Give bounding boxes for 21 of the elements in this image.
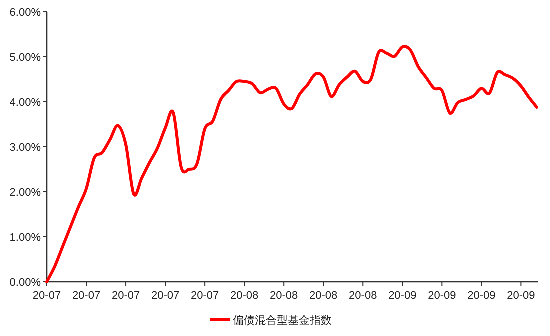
y-tick-label: 4.00% xyxy=(10,97,42,109)
x-tick-label: 20-07 xyxy=(112,290,140,302)
y-tick-label: 0.00% xyxy=(10,277,42,289)
x-tick-label: 20-09 xyxy=(388,290,417,302)
legend-label: 偏债混合型基金指数 xyxy=(233,314,332,327)
x-tick-label: 20-08 xyxy=(310,290,338,302)
y-tick-label: 2.00% xyxy=(10,187,42,199)
x-tick-label: 20-09 xyxy=(507,290,536,302)
x-tick-label: 20-09 xyxy=(468,290,496,302)
x-tick-label: 20-09 xyxy=(428,290,456,302)
x-tick-label: 20-08 xyxy=(270,290,298,302)
x-tick-label: 20-07 xyxy=(151,290,180,302)
x-tick-label: 20-07 xyxy=(72,290,101,302)
x-tick-label: 20-08 xyxy=(349,290,378,302)
y-tick-label: 3.00% xyxy=(10,142,42,154)
y-tick-label: 5.00% xyxy=(10,52,42,64)
x-tick-label: 20-07 xyxy=(190,290,220,302)
y-tick-label: 1.00% xyxy=(10,232,42,244)
x-tick-label: 20-07 xyxy=(32,290,62,302)
x-tick-label: 20-08 xyxy=(230,290,259,302)
y-tick-label: 6.00% xyxy=(10,7,42,19)
